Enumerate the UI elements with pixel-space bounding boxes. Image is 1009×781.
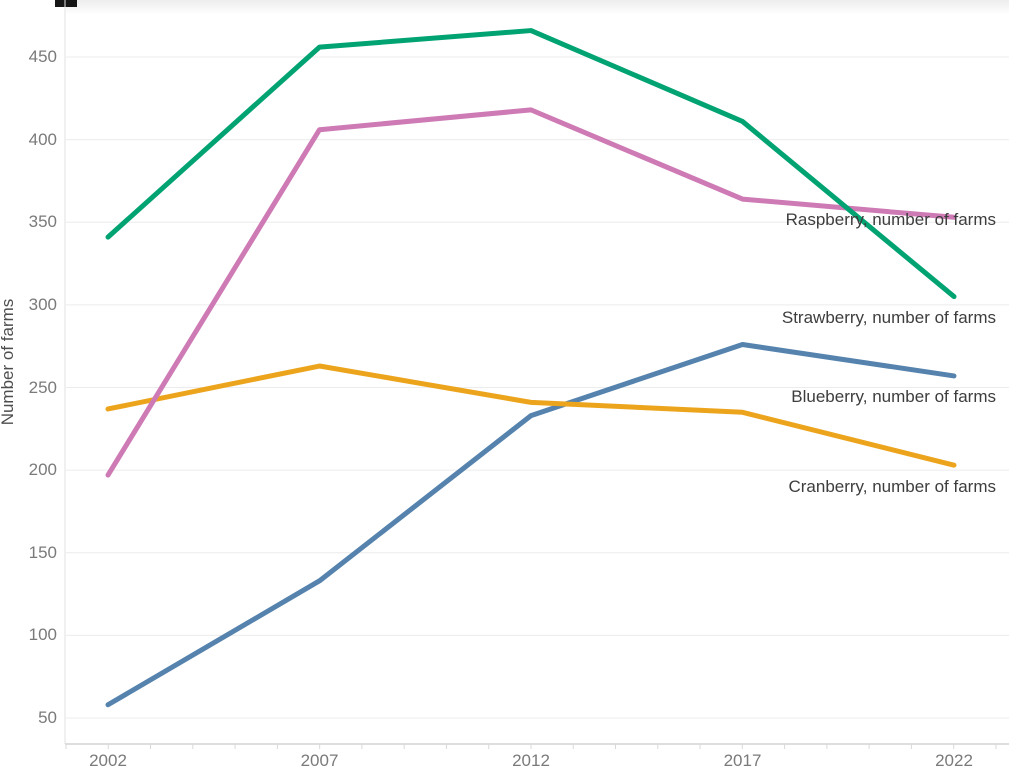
series-lines: [105, 28, 957, 708]
series-label-raspberry: Raspberry, number of farms: [785, 210, 996, 229]
y-tick-label: 300: [28, 294, 57, 314]
y-tick-label: 50: [38, 708, 57, 727]
x-minor-ticks: [65, 744, 997, 749]
axis-lines: [64, 0, 1009, 745]
y-axis-title: Number of farms: [0, 298, 17, 426]
y-tick-label: 100: [28, 625, 57, 645]
series-line-strawberry[interactable]: [105, 28, 957, 300]
series-line-blueberry[interactable]: [105, 342, 957, 708]
series-line-cranberry[interactable]: [105, 363, 957, 468]
x-tick-label: 2017: [723, 751, 762, 770]
y-tick-label: 150: [28, 542, 57, 562]
x-tick-label: 2022: [935, 751, 973, 770]
x-tick-label: 2007: [300, 751, 339, 770]
y-tick-label: 450: [28, 47, 57, 66]
y-tick-label: 250: [28, 377, 57, 397]
cropped-toolbar-artifact: [55, 0, 77, 7]
series-line-raspberry[interactable]: [105, 107, 957, 478]
y-tick-label: 350: [28, 212, 57, 232]
series-label-blueberry: Blueberry, number of farms: [791, 387, 996, 406]
y-tick-label: 400: [28, 129, 57, 149]
y-tick-label: 200: [28, 460, 57, 480]
x-tick-label: 2002: [89, 751, 127, 770]
series-label-strawberry: Strawberry, number of farms: [781, 308, 996, 327]
x-tick-label: 2012: [512, 751, 550, 770]
series-label-cranberry: Cranberry, number of farms: [788, 477, 996, 496]
